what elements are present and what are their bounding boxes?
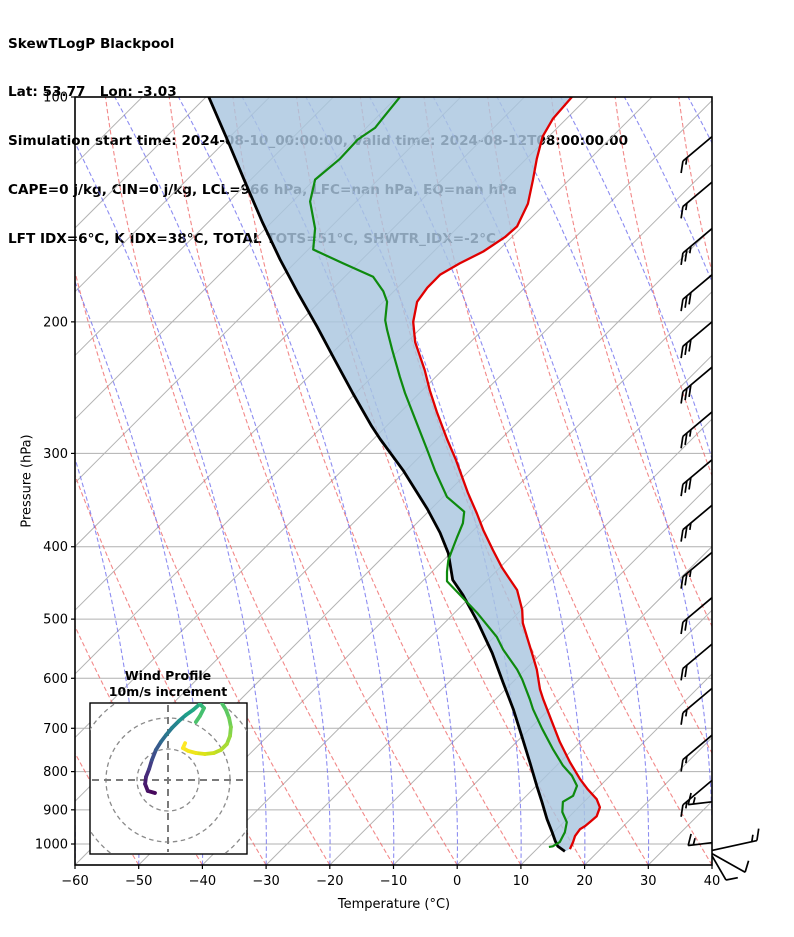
svg-text:1000: 1000 [35,838,68,853]
svg-text:−30: −30 [252,874,279,889]
svg-text:−50: −50 [125,874,152,889]
svg-text:500: 500 [43,613,68,628]
svg-text:0: 0 [453,874,461,889]
svg-text:−10: −10 [380,874,407,889]
svg-text:900: 900 [43,803,68,818]
svg-text:800: 800 [43,765,68,780]
svg-text:600: 600 [43,672,68,687]
hodograph-title: Wind Profile [124,668,212,683]
hodograph-subtitle: 10m/s increment [108,684,228,699]
svg-text:400: 400 [43,540,68,555]
svg-text:30: 30 [640,874,657,889]
svg-text:−60: −60 [61,874,88,889]
svg-text:10: 10 [513,874,530,889]
svg-text:300: 300 [43,447,68,462]
svg-text:40: 40 [704,874,721,889]
chart-title: SkewTLogP Blackpool [8,35,175,52]
svg-text:700: 700 [43,722,68,737]
temperature-axis-label: Temperature (°C) [337,897,451,912]
svg-text:−20: −20 [316,874,343,889]
svg-text:−40: −40 [189,874,216,889]
pressure-axis-label: Pressure (hPa) [19,434,35,528]
svg-text:20: 20 [576,874,593,889]
svg-text:100: 100 [43,91,68,106]
svg-text:200: 200 [43,315,68,330]
